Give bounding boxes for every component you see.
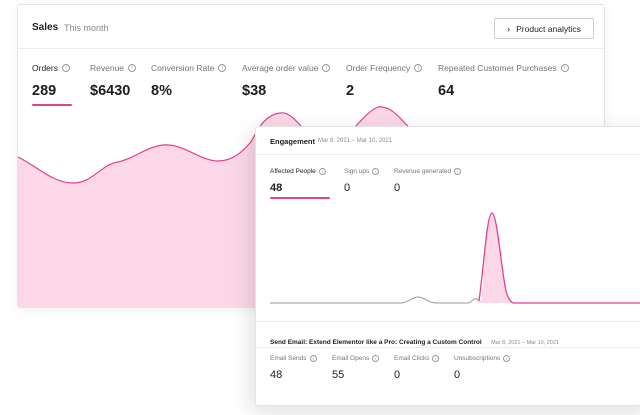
metric-label: Email Clicks	[394, 355, 430, 362]
send-email-title: Send Email: Extend Elementor like a Pro:…	[270, 339, 482, 346]
metric-label: Revenue generated	[394, 168, 452, 175]
metric-orders[interactable]: Orders i 289	[32, 63, 70, 99]
metric-value: 0	[394, 182, 401, 194]
metric-value: $38	[242, 83, 267, 99]
metric-label: Sign ups	[344, 168, 370, 175]
sales-period: This month	[64, 23, 109, 33]
info-icon: i	[432, 355, 440, 362]
info-icon: i	[322, 64, 331, 72]
divider	[256, 347, 640, 348]
send-email-header: Send Email: Extend Elementor like a Pro:…	[270, 331, 559, 349]
metric-label: Unsubscriptions	[454, 355, 501, 362]
metric-order-frequency[interactable]: Order Frequency i 2	[346, 63, 423, 99]
info-icon: i	[318, 168, 326, 175]
metric-value: 0	[454, 369, 461, 381]
info-icon: i	[414, 64, 423, 72]
metric-revenue-generated[interactable]: Revenue generated i 0	[394, 168, 462, 194]
info-icon: i	[61, 64, 70, 72]
engagement-date-range: Mar 8, 2021 – Mar 10, 2021	[318, 138, 393, 144]
metric-conversion-rate[interactable]: Conversion Rate i 8%	[151, 63, 227, 99]
info-icon: i	[372, 355, 380, 362]
metric-value: 2	[346, 83, 355, 99]
metric-label: Email Sends	[270, 355, 307, 362]
engagement-card: Engagement Mar 8, 2021 – Mar 10, 2021 Af…	[255, 126, 640, 406]
metric-average-order-value[interactable]: Average order value i $38	[242, 63, 331, 99]
metric-label: Affected People	[270, 168, 316, 175]
metric-value: 48	[270, 369, 283, 381]
metric-label: Repeated Customer Purchases	[438, 63, 557, 73]
metric-value: $6430	[90, 83, 131, 99]
engagement-baseline	[270, 296, 480, 304]
metric-value: 64	[438, 83, 455, 99]
metric-label: Average order value	[242, 63, 319, 73]
metric-email-clicks[interactable]: Email Clicks i 0	[394, 355, 440, 381]
metric-label: Email Opens	[332, 355, 370, 362]
info-icon: i	[454, 168, 462, 175]
info-icon: i	[218, 64, 227, 72]
product-analytics-button[interactable]: › Product analytics	[494, 18, 594, 39]
engagement-line-chart	[270, 212, 640, 304]
active-metric-indicator	[32, 104, 72, 106]
engagement-area-fill	[479, 213, 514, 303]
metric-unsubscriptions[interactable]: Unsubscriptions i 0	[454, 355, 511, 381]
info-icon: i	[309, 355, 317, 362]
metric-value: 0	[394, 369, 401, 381]
sales-title: Sales	[32, 22, 59, 33]
metric-value: 48	[270, 182, 283, 194]
metric-value: 8%	[151, 83, 172, 99]
send-email-date-range: Mar 8, 2021 – Mar 10, 2021	[491, 340, 559, 346]
active-metric-indicator	[270, 197, 330, 199]
sales-header: Sales This month › Product analytics	[18, 5, 604, 49]
metric-email-sends[interactable]: Email Sends i 48	[270, 355, 317, 381]
info-icon: i	[560, 64, 569, 72]
metric-affected-people[interactable]: Affected People i 48	[270, 168, 326, 194]
metric-revenue[interactable]: Revenue i $6430	[90, 63, 137, 99]
chevron-right-icon: ›	[507, 23, 511, 34]
info-icon: i	[372, 168, 380, 175]
metric-value: 289	[32, 83, 57, 99]
engagement-header: Engagement Mar 8, 2021 – Mar 10, 2021	[256, 127, 640, 155]
metric-email-opens[interactable]: Email Opens i 55	[332, 355, 380, 381]
engagement-title: Engagement	[270, 137, 316, 146]
divider	[256, 321, 640, 322]
product-analytics-label: Product analytics	[516, 23, 581, 34]
metric-label: Order Frequency	[346, 63, 411, 73]
metric-sign-ups[interactable]: Sign ups i 0	[344, 168, 380, 194]
metric-repeated-customer-purchases[interactable]: Repeated Customer Purchases i 64	[438, 63, 569, 99]
metric-label: Orders	[32, 63, 58, 73]
info-icon: i	[128, 64, 137, 72]
metric-value: 0	[344, 182, 351, 194]
metric-label: Revenue	[90, 63, 125, 73]
info-icon: i	[503, 355, 511, 362]
metric-value: 55	[332, 369, 345, 381]
engagement-line	[478, 212, 640, 304]
metric-label: Conversion Rate	[151, 63, 215, 73]
